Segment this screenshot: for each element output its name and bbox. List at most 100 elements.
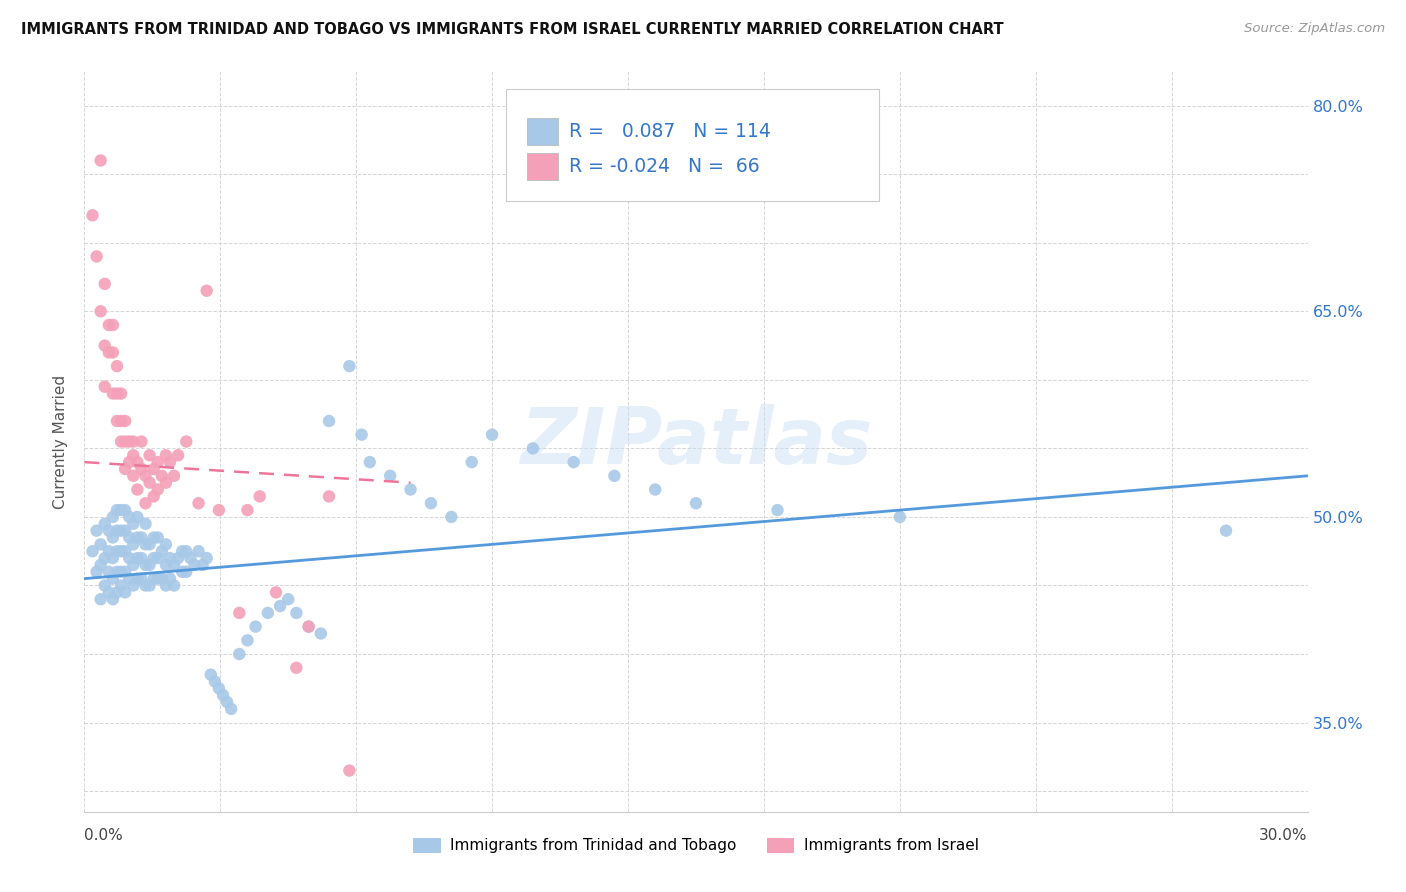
Point (522, 442, 544, 456)
Point (86, 524, 108, 538)
Point (101, 551, 124, 566)
Point (110, 386, 132, 401)
Point (440, 510, 463, 524)
Point (118, 510, 141, 524)
Point (257, 606, 280, 620)
Point (138, 537, 160, 551)
Point (155, 578, 177, 592)
Point (236, 503, 259, 517)
Point (318, 414, 340, 428)
Point (118, 434, 141, 449)
Point (110, 414, 132, 428)
Point (359, 455, 381, 469)
Point (208, 503, 231, 517)
Point (127, 551, 149, 566)
Point (187, 544, 209, 558)
Point (101, 531, 124, 545)
Point (93, 551, 115, 566)
Point (122, 516, 145, 531)
Point (131, 572, 153, 586)
Point (208, 681, 231, 696)
Point (212, 688, 235, 702)
Point (135, 516, 157, 531)
Point (142, 572, 165, 586)
Point (131, 531, 153, 545)
Text: Source: ZipAtlas.com: Source: ZipAtlas.com (1244, 22, 1385, 36)
Point (174, 565, 197, 579)
Point (159, 455, 181, 469)
Point (118, 531, 141, 545)
Point (339, 359, 361, 373)
Point (118, 572, 141, 586)
Point (114, 524, 136, 538)
Point (150, 544, 173, 558)
Point (135, 578, 157, 592)
Point (97, 345, 120, 359)
Point (97, 565, 120, 579)
Point (93, 277, 115, 291)
Point (195, 284, 218, 298)
Point (150, 468, 173, 483)
Point (122, 578, 145, 592)
Point (155, 537, 177, 551)
Point (481, 427, 503, 442)
Point (135, 468, 157, 483)
Point (277, 592, 299, 607)
Point (93, 578, 115, 592)
Point (135, 496, 157, 510)
Point (110, 544, 132, 558)
Point (127, 510, 149, 524)
Point (114, 414, 136, 428)
Point (127, 531, 149, 545)
Point (90, 558, 112, 572)
Point (685, 496, 707, 510)
Point (122, 537, 145, 551)
Point (603, 468, 626, 483)
Point (461, 455, 484, 469)
Point (127, 455, 149, 469)
Point (766, 503, 789, 517)
Point (138, 558, 160, 572)
Point (399, 483, 422, 497)
Point (339, 764, 361, 778)
Text: ZIPatlas: ZIPatlas (520, 403, 872, 480)
Point (82, 208, 104, 222)
Point (118, 551, 141, 566)
Point (101, 510, 124, 524)
Point (127, 572, 149, 586)
Point (105, 524, 128, 538)
Point (93, 338, 115, 352)
Point (217, 695, 239, 709)
Point (264, 585, 287, 599)
Point (249, 489, 271, 503)
Point (159, 551, 181, 566)
Point (118, 455, 141, 469)
Point (142, 551, 165, 566)
Point (155, 558, 177, 572)
Point (110, 524, 132, 538)
Point (105, 386, 128, 401)
Point (131, 462, 153, 476)
Point (644, 483, 666, 497)
Point (127, 483, 149, 497)
Point (122, 434, 145, 449)
Point (318, 489, 340, 503)
Point (97, 585, 120, 599)
Point (101, 318, 124, 332)
Point (146, 551, 169, 566)
Point (219, 702, 242, 716)
Point (298, 619, 321, 633)
Text: IMMIGRANTS FROM TRINIDAD AND TOBAGO VS IMMIGRANTS FROM ISRAEL CURRENTLY MARRIED : IMMIGRANTS FROM TRINIDAD AND TOBAGO VS I… (21, 22, 1004, 37)
Point (97, 544, 120, 558)
Point (97, 524, 120, 538)
Point (172, 565, 194, 579)
Point (135, 558, 157, 572)
Point (146, 531, 169, 545)
Point (122, 558, 145, 572)
Y-axis label: Currently Married: Currently Married (53, 375, 69, 508)
Point (114, 565, 136, 579)
Point (146, 455, 169, 469)
Point (245, 619, 267, 633)
Point (191, 558, 214, 572)
Point (269, 599, 291, 613)
